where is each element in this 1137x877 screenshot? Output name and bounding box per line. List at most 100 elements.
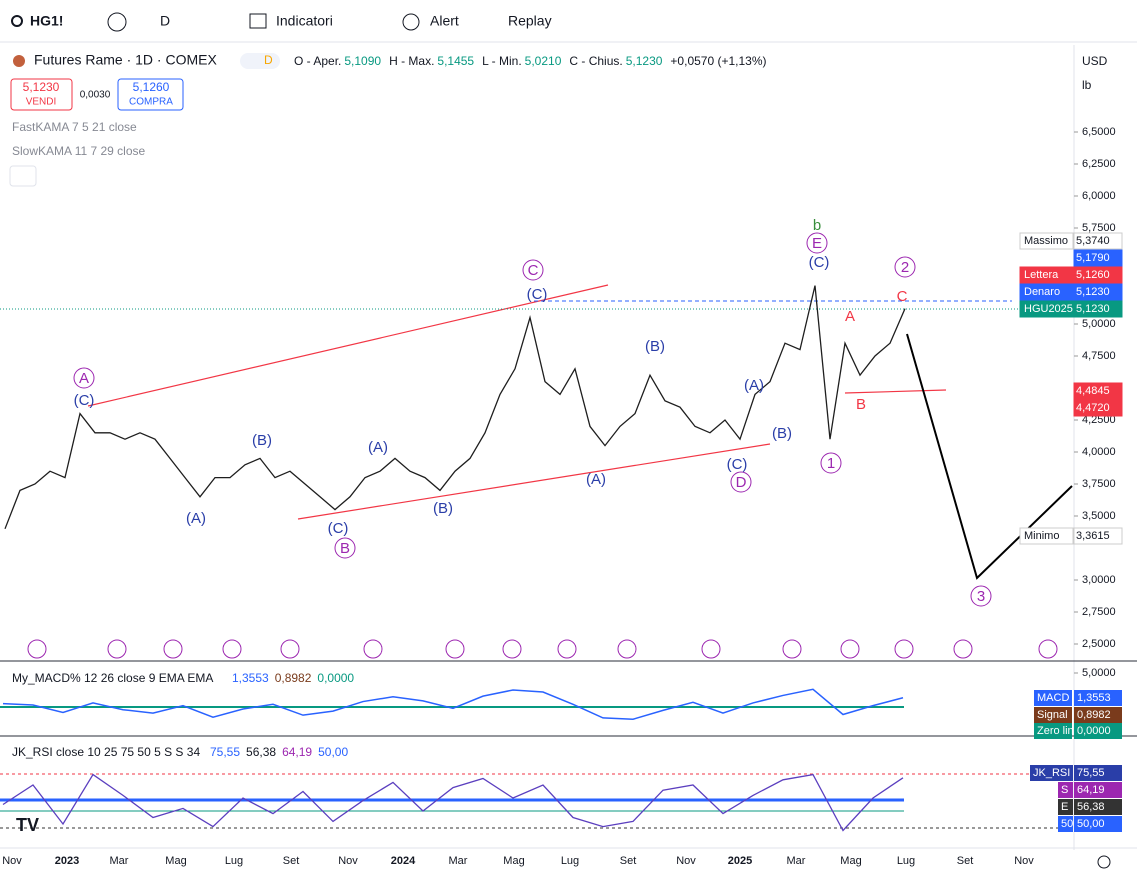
- nav-marker: [363, 639, 383, 659]
- search-icon[interactable]: [11, 15, 23, 27]
- x-tick-label: Lug: [225, 855, 243, 867]
- ohlc: +0,0570 (+1,13%): [670, 54, 766, 68]
- buy-btn[interactable]: [117, 78, 184, 111]
- tag-bg: [1074, 723, 1122, 739]
- y-tick-label: 5,0000: [1082, 318, 1116, 330]
- tag-bg: [1074, 707, 1122, 723]
- tag-value: 4,4845: [1076, 385, 1110, 397]
- tag-name: Lettera: [1024, 269, 1059, 281]
- x-tick-label: Nov: [2, 855, 22, 867]
- unit[interactable]: lb: [1082, 78, 1092, 92]
- rsi-line: [2, 773, 904, 832]
- rsi-reading: 64,19: [282, 745, 312, 759]
- ohlc: O - Aper.: [294, 54, 341, 68]
- wave-label: (C): [527, 286, 548, 303]
- replay-btn[interactable]: Replay: [508, 13, 552, 29]
- wave-label: (C): [727, 456, 748, 473]
- sell-price[interactable]: 5,1230: [23, 80, 60, 94]
- tag-name-bg: [1034, 723, 1072, 739]
- buy-label[interactable]: COMPRA: [129, 97, 173, 108]
- tag-name-bg: [1019, 527, 1074, 545]
- ohlc: 5,1230: [626, 54, 663, 68]
- x-tick-label: Set: [620, 855, 637, 867]
- symbol[interactable]: HG1!: [30, 13, 63, 29]
- y-tick-label: 6,5000: [1082, 126, 1116, 138]
- tag-value: 4,4720: [1076, 402, 1110, 414]
- y-tick-label: 2,5000: [1082, 638, 1116, 650]
- tag-name-bg: [1019, 266, 1074, 284]
- y-tick-label: 3,5000: [1082, 510, 1116, 522]
- nav-marker: [280, 639, 300, 659]
- wave-label: D: [736, 474, 747, 491]
- tag-value: 5,1230: [1076, 303, 1110, 315]
- x-tick-label: Mag: [165, 855, 186, 867]
- x-tick-label: Nov: [676, 855, 696, 867]
- rsi-reading: 56,38: [246, 745, 276, 759]
- wave-circle: [820, 452, 842, 474]
- buy-price[interactable]: 5,1260: [133, 80, 170, 94]
- ohlc: 5,0210: [525, 54, 562, 68]
- wave-label: (B): [433, 500, 453, 517]
- y-tick-label: 3,7500: [1082, 478, 1116, 490]
- tag-value: 5,1260: [1076, 269, 1110, 281]
- tag-name-bg: [1058, 816, 1073, 832]
- tag-bg: [1073, 399, 1123, 417]
- chart-title: Futures Rame · 1D · COMEX: [34, 52, 217, 68]
- sell-btn[interactable]: [10, 78, 73, 111]
- tag-bg: [1073, 527, 1123, 545]
- tag-bg: [1073, 283, 1123, 301]
- add-icon[interactable]: [107, 12, 127, 32]
- sell-label[interactable]: VENDI: [26, 97, 57, 108]
- indicator-icon[interactable]: [249, 13, 267, 29]
- wave-label: 2: [901, 259, 909, 276]
- tag-bg: [1074, 782, 1122, 798]
- tag-bg: [1074, 816, 1122, 832]
- alert-btn[interactable]: Alert: [430, 13, 459, 29]
- currency[interactable]: USD: [1082, 54, 1108, 68]
- tag-name-bg: [1058, 782, 1073, 798]
- tag-name: Signal: [1037, 709, 1068, 721]
- tag-value: 3,3615: [1076, 530, 1110, 542]
- tag-value: 5,1790: [1076, 252, 1110, 264]
- y-tick-label: 5,7500: [1082, 222, 1116, 234]
- wave-label: (C): [328, 520, 349, 537]
- x-tick-label: 2023: [55, 855, 79, 867]
- alert-icon[interactable]: [402, 13, 420, 31]
- collapse-btn[interactable]: [9, 165, 37, 187]
- settings-icon[interactable]: [1097, 855, 1111, 869]
- x-tick-label: Mag: [503, 855, 524, 867]
- wave-label: 1: [827, 455, 835, 472]
- rsi-title: JK_RSI close 10 25 75 50 5 S S 34: [12, 745, 200, 759]
- wave-label: (A): [368, 439, 388, 456]
- tag-value: 56,38: [1077, 801, 1105, 813]
- nav-marker: [163, 639, 183, 659]
- x-tick-label: Mar: [449, 855, 468, 867]
- nav-marker: [701, 639, 721, 659]
- wave-label: (C): [809, 254, 830, 271]
- nav-marker: [557, 639, 577, 659]
- nav-marker: [782, 639, 802, 659]
- wave-circle: [730, 471, 752, 493]
- wave-label: 3: [977, 588, 985, 605]
- indicators-btn[interactable]: Indicatori: [276, 13, 333, 29]
- nav-marker: [27, 639, 47, 659]
- wave-circle: [894, 256, 916, 278]
- interval[interactable]: D: [160, 13, 170, 29]
- y-tick-label: 3,0000: [1082, 574, 1116, 586]
- tag-name: S: [1061, 784, 1068, 796]
- tag-name-bg: [1019, 300, 1074, 318]
- nav-marker: [894, 639, 914, 659]
- rsi-reading: 50,00: [318, 745, 348, 759]
- tag-name: Massimo: [1024, 235, 1068, 247]
- wave-label: C: [528, 262, 539, 279]
- tag-bg: [1074, 799, 1122, 815]
- tag-bg: [1074, 765, 1122, 781]
- tag-name: HGU2025: [1024, 303, 1073, 315]
- x-tick-label: Mar: [787, 855, 806, 867]
- wave-label: E: [812, 235, 822, 252]
- nav-marker: [840, 639, 860, 659]
- wave-label: (A): [186, 510, 206, 527]
- nav-marker: [445, 639, 465, 659]
- y-tick-label: 6,2500: [1082, 158, 1116, 170]
